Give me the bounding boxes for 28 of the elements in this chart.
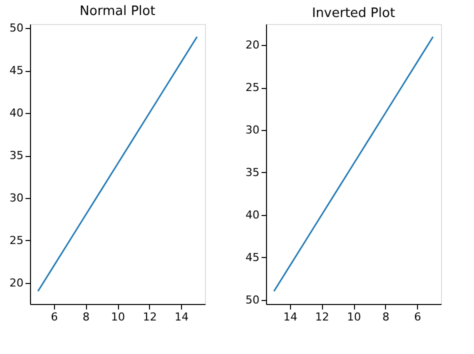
x-tick-label: 8 (382, 310, 390, 324)
x-tick-label: 6 (414, 310, 422, 324)
line-series (273, 36, 434, 292)
chart-title: Normal Plot (80, 4, 156, 20)
x-tick-label: 12 (315, 310, 330, 324)
y-tick-label: 20 (246, 38, 260, 52)
y-tick-label: 50 (246, 293, 260, 306)
y-tick-label: 25 (10, 234, 24, 247)
y-tick-label: 25 (246, 81, 260, 94)
chart-title: Inverted Plot (312, 6, 396, 21)
x-tick-label: 6 (50, 310, 58, 324)
y-tick-label: 30 (10, 191, 24, 204)
x-tick-label: 8 (82, 310, 90, 324)
x-tick-label: 14 (174, 310, 189, 324)
y-tick-label: 40 (10, 106, 24, 120)
y-tick-label: 35 (10, 149, 24, 162)
y-tick-label: 45 (246, 250, 260, 264)
y-tick-label: 30 (246, 124, 260, 137)
y-tick-label: 45 (10, 64, 24, 78)
y-tick-label: 40 (246, 208, 260, 222)
x-tick-label: 14 (283, 310, 298, 324)
y-tick-label: 20 (10, 276, 24, 290)
x-tick-label: 12 (142, 310, 157, 324)
x-tick-label: 10 (347, 310, 361, 324)
x-tick-label: 10 (111, 310, 125, 324)
y-tick-label: 35 (246, 166, 260, 179)
y-tick-label: 50 (10, 22, 24, 35)
line-series (37, 36, 198, 292)
